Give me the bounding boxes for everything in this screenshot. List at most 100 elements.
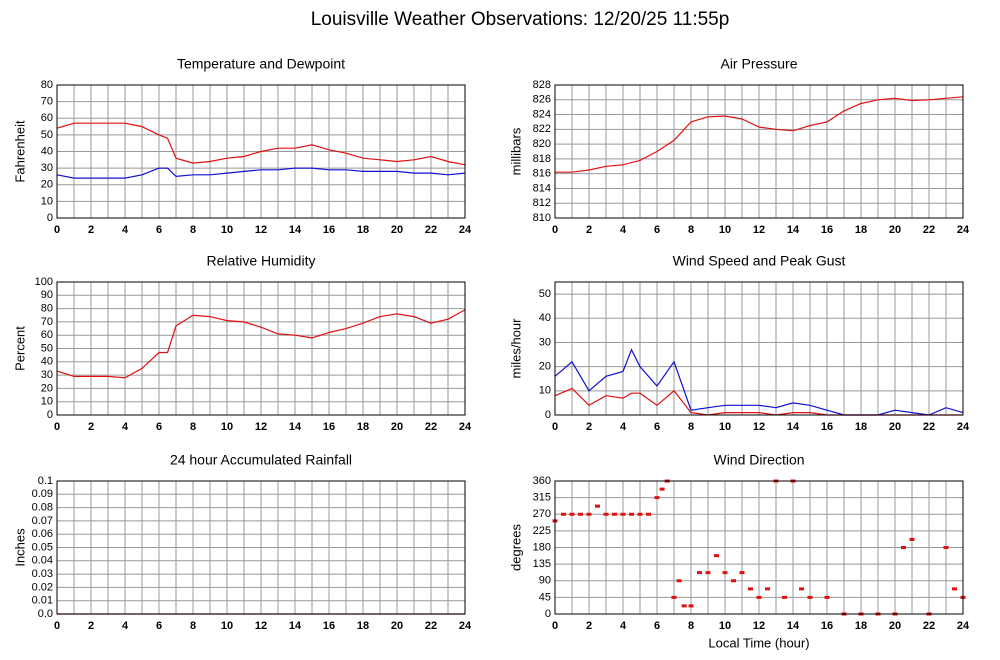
x-tick-label: 12 [255, 620, 267, 632]
x-tick-label: 0 [54, 224, 60, 236]
point [807, 595, 813, 599]
point [595, 504, 600, 508]
y-tick-label: 822 [533, 123, 551, 135]
x-tick-label: 6 [654, 620, 660, 632]
x-tick-label: 20 [889, 421, 901, 433]
y-tick-label: 315 [533, 492, 551, 504]
x-tick-label: 6 [156, 620, 162, 632]
y-tick-label: 225 [533, 525, 551, 537]
x-tick-label: 0 [54, 620, 60, 632]
point [654, 496, 660, 500]
plot-border [56, 480, 466, 615]
y-tick-label: 0.05 [32, 541, 53, 553]
point [705, 571, 711, 575]
y-tick-label: 80 [41, 303, 53, 315]
point [697, 571, 702, 575]
chart-title: Wind Speed and Peak Gust [673, 253, 846, 269]
point [901, 546, 906, 549]
x-tick-label: 10 [221, 224, 233, 236]
point [646, 512, 651, 516]
y-tick-label: 10 [539, 385, 551, 397]
x-tick-label: 2 [586, 620, 592, 632]
y-tick-label: 90 [539, 575, 551, 587]
point [909, 537, 915, 541]
y-tick-label: 100 [35, 276, 53, 288]
y-tick-label: 0 [545, 608, 551, 620]
point [569, 512, 575, 516]
x-tick-label: 16 [821, 620, 833, 632]
x-tick-label: 0 [54, 421, 60, 433]
x-tick-label: 2 [586, 421, 592, 433]
y-axis-label: Fahrenheit [12, 120, 27, 183]
x-tick-label: 4 [620, 421, 627, 433]
y-tick-label: 0 [47, 409, 53, 421]
y-tick-label: 40 [539, 312, 551, 324]
x-tick-label: 22 [425, 620, 437, 632]
line-series [56, 309, 466, 379]
point [756, 595, 762, 599]
y-tick-label: 20 [41, 382, 53, 394]
x-tick-label: 12 [753, 224, 765, 236]
plot-border [554, 480, 964, 615]
x-tick-label: 14 [289, 620, 302, 632]
y-tick-label: 826 [533, 94, 551, 106]
point [739, 571, 745, 575]
x-axis-label: Local Time (hour) [708, 635, 809, 650]
x-tick-label: 14 [289, 224, 302, 236]
x-tick-label: 10 [719, 224, 731, 236]
x-tick-label: 12 [753, 421, 765, 433]
y-tick-label: 0.07 [32, 515, 53, 527]
chart-title: Relative Humidity [207, 253, 316, 269]
y-tick-label: 812 [533, 197, 551, 209]
y-tick-label: 40 [41, 356, 53, 368]
y-tick-label: 30 [539, 336, 551, 348]
x-tick-label: 18 [357, 620, 369, 632]
x-tick-label: 16 [323, 224, 335, 236]
x-tick-label: 2 [88, 421, 94, 433]
point [731, 579, 736, 583]
x-tick-label: 18 [855, 620, 867, 632]
x-tick-label: 8 [688, 421, 694, 433]
plot-border [56, 84, 466, 219]
y-tick-label: 50 [41, 342, 53, 354]
y-axis-label: Inches [12, 528, 27, 567]
x-tick-label: 18 [855, 421, 867, 433]
y-tick-label: 810 [533, 212, 551, 224]
y-tick-label: 824 [533, 108, 551, 120]
y-tick-label: 10 [41, 195, 53, 207]
x-tick-label: 16 [323, 421, 335, 433]
x-tick-label: 12 [753, 620, 765, 632]
y-tick-label: 70 [41, 96, 53, 108]
x-tick-label: 4 [620, 224, 627, 236]
x-tick-label: 12 [255, 224, 267, 236]
point [629, 512, 634, 516]
y-tick-label: 60 [41, 112, 53, 124]
y-tick-label: 270 [533, 508, 551, 520]
chart-title: Wind Direction [713, 452, 804, 468]
x-tick-label: 8 [190, 620, 196, 632]
chart-title: 24 hour Accumulated Rainfall [170, 452, 352, 468]
x-tick-label: 22 [923, 224, 935, 236]
y-tick-label: 90 [41, 289, 53, 301]
x-tick-label: 6 [156, 421, 162, 433]
x-tick-label: 24 [459, 421, 472, 433]
y-tick-label: 818 [533, 153, 551, 165]
y-tick-label: 20 [539, 361, 551, 373]
point [765, 587, 770, 591]
line-series [56, 167, 466, 179]
line-series [56, 122, 466, 166]
y-tick-label: 180 [533, 541, 551, 553]
y-tick-label: 0.09 [32, 488, 53, 500]
y-tick-label: 20 [41, 179, 53, 191]
line-series [555, 96, 964, 173]
y-tick-label: 10 [41, 396, 53, 408]
x-tick-label: 0 [552, 224, 558, 236]
x-tick-label: 10 [221, 620, 233, 632]
y-tick-label: 820 [533, 138, 551, 150]
line-series [554, 348, 964, 416]
figure-title: Louisville Weather Observations: 12/20/2… [311, 9, 730, 30]
x-tick-label: 16 [821, 421, 833, 433]
x-tick-label: 20 [391, 620, 403, 632]
x-tick-label: 22 [923, 421, 935, 433]
